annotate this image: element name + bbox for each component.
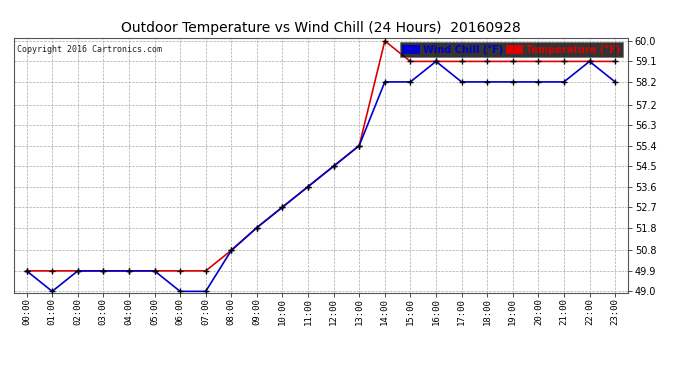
Title: Outdoor Temperature vs Wind Chill (24 Hours)  20160928: Outdoor Temperature vs Wind Chill (24 Ho… <box>121 21 521 35</box>
Legend: Wind Chill (°F), Temperature (°F): Wind Chill (°F), Temperature (°F) <box>400 42 623 57</box>
Text: Copyright 2016 Cartronics.com: Copyright 2016 Cartronics.com <box>17 45 162 54</box>
